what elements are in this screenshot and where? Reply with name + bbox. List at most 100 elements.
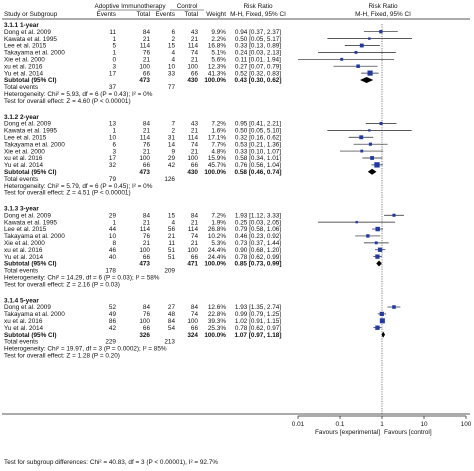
events2-header: Events [155,11,175,18]
events2-value: 2 [171,128,175,135]
weight-value: 45.7% [208,162,226,169]
study-name: Kawata et al. 1995 [4,36,57,43]
subgroup-title: 3.1.3 3-year [4,206,39,213]
total-events-label: Total events [4,176,38,183]
subtotal-total2: 471 [187,261,198,268]
total1-value: 76 [143,311,151,318]
x-tick-label: 10 [420,421,428,428]
events1-value: 1 [112,219,116,226]
weight-value: 22.8% [208,311,226,318]
study-name: xu et al. 2016 [4,155,43,162]
study-point [374,162,380,168]
total2-value: 74 [191,233,199,240]
weight-value: 7.2% [211,121,226,128]
events1-header: Events [96,11,116,18]
total1-value: 100 [139,63,150,70]
events2-value: 6 [171,29,175,36]
study-point [356,64,360,68]
total1-value: 114 [140,134,151,141]
study-name: xu et al. 2016 [4,318,43,325]
risk-ratio-ci: 0.24 [0.03, 2.13] [235,50,281,57]
total1-value: 100 [139,247,150,254]
total1-value: 84 [143,304,151,311]
events2-value: 84 [168,318,176,325]
study-name: Dong et al. 2009 [4,29,51,36]
subtotal-weight: 100.0% [204,261,226,268]
study-name: Yu et al. 2014 [4,162,44,169]
events1-value: 46 [109,247,117,254]
weight-value: 41.3% [208,70,226,77]
events2-value: 4 [171,50,175,57]
weight-value: 7.2% [211,212,226,219]
risk-ratio-ci: 0.46 [0.23, 0.92] [235,233,281,240]
total2-value: 84 [191,304,199,311]
study-point [377,247,383,252]
favours-experimental-label: Favours [experimental] [315,429,380,436]
events2-value: 14 [168,141,176,148]
total2-value: 21 [191,128,199,135]
weight-value: 1.9% [211,219,226,226]
events1-value: 40 [109,254,117,261]
total1-value: 76 [143,50,151,57]
weight-value: 15.9% [208,155,226,162]
study-point [375,254,380,259]
events2-value: 33 [168,70,176,77]
study-name: Lee et al. 2015 [4,43,47,50]
risk-ratio-ci: 0.99 [0.79, 1.25] [235,311,281,318]
total-events1: 79 [109,176,117,183]
study-point [392,305,396,309]
subtotal-diamond [360,77,374,83]
weight-header: Weight [206,11,226,18]
events1-value: 13 [109,121,117,128]
total1-value: 76 [143,141,151,148]
total-events-label: Total events [4,339,38,346]
study-name: Takayama et al. 2000 [4,50,65,57]
total-events-label: Total events [4,268,38,275]
events2-value: 9 [171,148,175,155]
risk-ratio-header: Risk Ratio [243,3,273,10]
study-point [370,156,374,160]
events2-value: 7 [171,121,175,128]
total1-value: 21 [143,57,151,64]
total1-value: 66 [143,254,151,261]
events2-value: 4 [171,219,175,226]
events1-value: 1 [112,36,116,43]
study-name: Lee et al. 2015 [4,134,47,141]
risk-ratio-ci: 1.93 [1.35, 2.74] [235,304,281,311]
total-events1: 229 [105,339,116,346]
study-name: Yu et al. 2014 [4,325,44,332]
total2-header: Total [185,11,199,18]
study-name: Kawata et al. 1995 [4,128,57,135]
total-events-label: Total events [4,84,38,91]
subtotal-label: Subtotal (95% CI) [4,261,57,268]
overall-effect-text: Test for overall effect: Z = 4.51 (P < 0… [4,190,131,197]
risk-ratio-ci: 0.50 [0.05, 5.17] [235,36,281,43]
events2-value: 27 [168,304,176,311]
subtotal-diamond [367,168,377,175]
weight-value: 5.6% [211,57,226,64]
group2-header: Control [177,3,198,10]
events2-value: 31 [168,134,176,141]
weight-value: 17.1% [208,134,226,141]
risk-ratio-ci: 0.33 [0.13, 0.89] [235,43,281,50]
events2-value: 10 [168,63,176,70]
total1-value: 114 [140,43,151,50]
total2-value: 74 [191,50,199,57]
x-tick-label: 0.01 [292,421,305,428]
subgroup-title: 3.1.4 5-year [4,297,39,304]
subtotal-total1: 473 [139,261,150,268]
events2-value: 15 [168,212,176,219]
risk-ratio-ci: 0.95 [0.41, 2.21] [235,121,281,128]
risk-ratio-plot-sub-header: M-H, Fixed, 95% CI [355,11,411,18]
events1-value: 44 [109,226,117,233]
total-events1: 37 [109,84,117,91]
study-name: Takayama et al. 2000 [4,141,65,148]
risk-ratio-ci: 0.32 [0.16, 0.62] [235,134,281,141]
risk-ratio-ci: 1.02 [0.91, 1.15] [235,318,281,325]
events1-value: 5 [112,43,116,50]
study-point [354,50,358,54]
events1-value: 32 [109,162,117,169]
risk-ratio-ci: 0.11 [0.01, 1.94] [235,57,281,64]
weight-value: 26.8% [208,226,226,233]
weight-value: 9.9% [211,29,226,36]
